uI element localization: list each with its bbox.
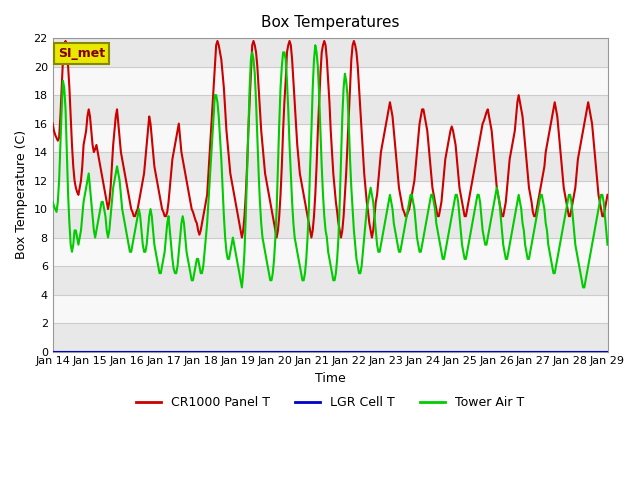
Tower Air T: [479, 228, 486, 233]
LGR Cell T: [476, 348, 484, 354]
Tower Air T: [436, 242, 444, 248]
CR1000 Panel T: [604, 192, 611, 198]
CR1000 Panel T: [49, 120, 56, 126]
LGR Cell T: [92, 348, 99, 354]
CR1000 Panel T: [490, 156, 498, 162]
X-axis label: Time: Time: [315, 372, 346, 385]
LGR Cell T: [434, 348, 442, 354]
LGR Cell T: [49, 348, 56, 354]
LGR Cell T: [488, 348, 495, 354]
CR1000 Panel T: [373, 192, 381, 198]
Tower Air T: [604, 242, 611, 248]
CR1000 Panel T: [560, 185, 568, 191]
Text: SI_met: SI_met: [58, 47, 106, 60]
Tower Air T: [560, 220, 568, 226]
Legend: CR1000 Panel T, LGR Cell T, Tower Air T: CR1000 Panel T, LGR Cell T, Tower Air T: [131, 391, 529, 414]
CR1000 Panel T: [93, 142, 100, 148]
Title: Box Temperatures: Box Temperatures: [261, 15, 399, 30]
Tower Air T: [490, 199, 498, 205]
LGR Cell T: [604, 348, 611, 354]
Tower Air T: [373, 242, 381, 248]
Bar: [52, 180, 607, 209]
CR1000 Panel T: [479, 120, 486, 126]
Tower Air T: [49, 199, 56, 205]
Line: Tower Air T: Tower Air T: [52, 45, 607, 288]
Tower Air T: [92, 235, 99, 240]
Tower Air T: [238, 285, 246, 290]
Bar: [52, 67, 607, 95]
Bar: [52, 295, 607, 323]
CR1000 Panel T: [238, 235, 246, 240]
CR1000 Panel T: [61, 38, 69, 44]
Bar: [52, 152, 607, 180]
Bar: [52, 123, 607, 152]
CR1000 Panel T: [436, 206, 444, 212]
Tower Air T: [312, 42, 319, 48]
Line: CR1000 Panel T: CR1000 Panel T: [52, 41, 607, 238]
Bar: [52, 209, 607, 238]
Bar: [52, 238, 607, 266]
Bar: [52, 38, 607, 67]
Bar: [52, 323, 607, 351]
LGR Cell T: [371, 348, 378, 354]
Bar: [52, 95, 607, 123]
Bar: [52, 266, 607, 295]
LGR Cell T: [557, 348, 565, 354]
Y-axis label: Box Temperature (C): Box Temperature (C): [15, 130, 28, 259]
